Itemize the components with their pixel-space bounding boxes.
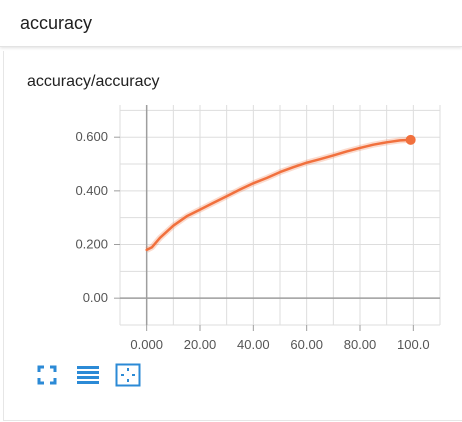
header-title: accuracy bbox=[20, 13, 93, 33]
x-tick-label: 80.00 bbox=[344, 337, 377, 352]
toggle-y-axis-log-icon[interactable] bbox=[75, 362, 101, 388]
x-tick-label: 40.00 bbox=[237, 337, 270, 352]
series-line-halo bbox=[145, 136, 411, 253]
expand-icon[interactable] bbox=[34, 362, 60, 388]
header-bar: accuracy bbox=[0, 0, 462, 47]
y-tick-label: 0.200 bbox=[75, 237, 108, 252]
chart-title: accuracy/accuracy bbox=[27, 73, 160, 90]
x-tick-label: 0.000 bbox=[130, 337, 163, 352]
x-tick-label: 20.00 bbox=[184, 337, 217, 352]
y-tick-label: 0.400 bbox=[75, 183, 108, 198]
y-tick-label: 0.00 bbox=[83, 290, 108, 305]
x-tick-label: 60.00 bbox=[290, 337, 323, 352]
series-line bbox=[145, 138, 412, 252]
x-tick-label: 100.0 bbox=[397, 337, 430, 352]
fit-domain-icon[interactable] bbox=[115, 362, 141, 388]
y-tick-label: 0.600 bbox=[75, 129, 108, 144]
chart-card bbox=[3, 51, 462, 421]
last-point-marker bbox=[405, 134, 416, 145]
